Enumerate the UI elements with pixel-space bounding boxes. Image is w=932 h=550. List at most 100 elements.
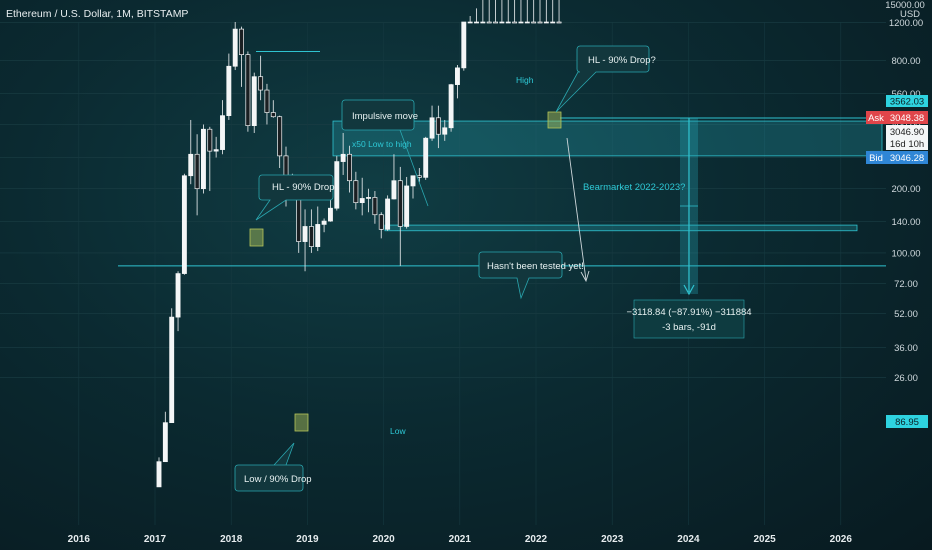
candle (410, 175, 416, 199)
ask-price: 3048.38 (890, 113, 924, 124)
price-tick-label: 140.00 (891, 217, 920, 228)
candle (226, 53, 232, 120)
candle (448, 83, 454, 132)
low-marker[interactable] (294, 413, 309, 432)
callout-not-tested[interactable]: Hasn't been tested yet! (478, 251, 584, 300)
bid-price: 3046.28 (890, 153, 924, 164)
level-lines (118, 50, 886, 267)
year-tick-label: 2024 (677, 534, 700, 545)
price-axis[interactable]: 1200.00800.00560.00400.00280.00200.00140… (889, 18, 923, 384)
price-tick-label: 52.00 (894, 309, 918, 320)
candle (524, 0, 530, 24)
hl-marker-2[interactable] (547, 111, 562, 129)
year-tick-label: 2025 (753, 534, 776, 545)
candle (391, 154, 397, 200)
callout-impulsive[interactable]: Impulsive move (341, 99, 418, 131)
candle (194, 134, 200, 216)
last-price: 3046.90 (890, 127, 924, 138)
candle (302, 209, 308, 272)
candle (416, 168, 422, 182)
last-price-badge (886, 125, 928, 150)
candle (264, 83, 270, 125)
candle (359, 177, 365, 216)
year-tick-label: 2018 (220, 534, 243, 545)
candle (321, 218, 327, 233)
candle (308, 209, 314, 253)
candle (245, 51, 251, 132)
candle (442, 119, 448, 141)
low-price-badge (886, 415, 928, 428)
x50-label: x50 Low to high (352, 139, 412, 149)
callout-hl-drop-2[interactable]: HL - 90% Drop? (555, 45, 656, 113)
ask-label-badge (866, 111, 886, 124)
candle (169, 308, 175, 424)
top-price-text: 3562.03 (890, 97, 924, 108)
candle (467, 16, 473, 24)
low-zone[interactable] (384, 224, 858, 232)
candle (201, 124, 206, 194)
callout-impulsive-text: Impulsive move (352, 111, 418, 122)
year-tick-label: 2019 (296, 534, 319, 545)
year-tick-label: 2021 (449, 534, 472, 545)
candle (156, 457, 162, 488)
callout-hl-drop-1[interactable]: HL - 90% Drop (255, 174, 334, 221)
measure-label[interactable]: −3118.84 (−87.91%) −311884 -3 bars, -91d (626, 299, 752, 339)
candle (543, 0, 549, 24)
candle (347, 145, 352, 193)
callout-hl-drop-1-text: HL - 90% Drop (272, 182, 334, 193)
measure-line-1: −3118.84 (−87.91%) −311884 (626, 307, 751, 318)
annotation-drawings (249, 111, 698, 432)
price-tick-label: 36.00 (894, 343, 918, 354)
year-tick-label: 2016 (68, 534, 91, 545)
projection-arrow (566, 137, 587, 281)
callout-low-drop[interactable]: Low / 90% Drop (234, 442, 312, 492)
top-price-badge (886, 95, 928, 107)
year-tick-label: 2022 (525, 534, 548, 545)
horizontal-grid (0, 22, 886, 378)
tick-15000: 15000.00 (885, 0, 925, 11)
candle (366, 188, 372, 213)
candle (378, 212, 384, 239)
price-tick-label: 200.00 (891, 184, 920, 195)
candle (531, 0, 537, 24)
vertical-grid (78, 22, 842, 525)
year-tick-label: 2026 (830, 534, 853, 545)
candle (239, 26, 244, 87)
candle (518, 0, 524, 24)
candle (213, 136, 219, 158)
countdown: 16d 10h (890, 139, 924, 150)
candle (175, 271, 181, 332)
price-tick-label: 26.00 (894, 373, 918, 384)
candle (385, 195, 391, 231)
candle (340, 132, 346, 175)
price-tick-label: 1200.00 (889, 18, 923, 29)
time-axis[interactable]: 2016 2017 2018 2019 2020 2021 2022 2023 2024 2025… (68, 534, 853, 545)
candle (493, 0, 499, 24)
candle (429, 105, 435, 141)
currency-label: USD (900, 9, 920, 20)
hl-marker-1[interactable] (249, 228, 264, 247)
candle (258, 55, 264, 101)
callout-not-tested-text: Hasn't been tested yet! (487, 261, 584, 272)
candle (181, 173, 187, 275)
high-label: High (516, 75, 534, 85)
candle (556, 0, 562, 24)
candle (372, 191, 378, 224)
candle (162, 411, 168, 463)
candle (188, 119, 194, 185)
candle (461, 21, 467, 71)
year-tick-label: 2017 (144, 534, 167, 545)
impulsive-pointer (399, 129, 429, 207)
candle (353, 171, 359, 210)
low-price: 86.95 (895, 417, 919, 428)
bid-label-badge (866, 151, 886, 164)
candlestick-series (156, 0, 562, 488)
price-tick-label: 560.00 (891, 89, 920, 100)
callout-hl-drop-2-text: HL - 90% Drop? (588, 55, 656, 66)
projection-arrowhead (580, 270, 590, 283)
untested-zone[interactable] (332, 120, 883, 157)
candle (499, 0, 505, 24)
candle (550, 0, 556, 24)
